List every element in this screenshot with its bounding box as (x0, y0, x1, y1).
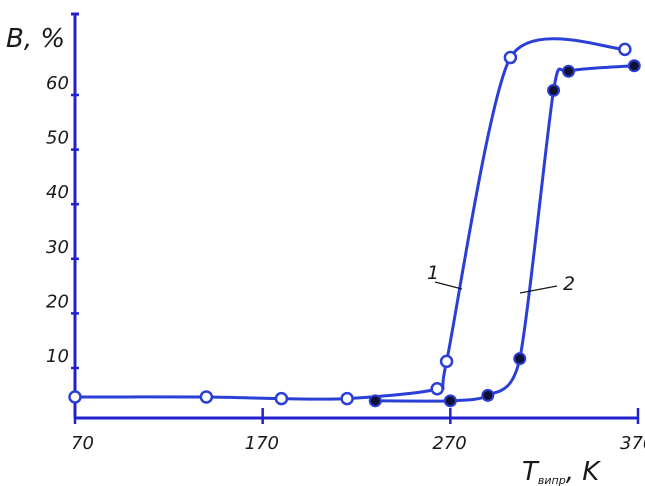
x-tick-label-370: 370 (620, 433, 645, 454)
y-tick-label-30: 30 (46, 237, 69, 258)
series-2-point-0 (368, 394, 382, 408)
series-2-point-3 (513, 352, 527, 366)
series-2-point-6 (627, 59, 641, 73)
series-2 (368, 59, 641, 408)
x-tick-label-70: 70 (71, 433, 94, 454)
series-2-line (375, 64, 635, 403)
series-2-point-5 (562, 64, 576, 78)
series-1-point-3 (340, 391, 354, 406)
curve-leader-2 (519, 285, 558, 294)
series-1-point-6 (503, 50, 518, 65)
series-1-point-1 (199, 390, 214, 404)
series-1-point-5 (439, 354, 454, 369)
series-1-point-0 (68, 390, 82, 404)
series-2-point-2 (481, 388, 495, 402)
y-tick-label-10: 10 (46, 346, 69, 367)
x-axis-label: Tвипр, K (522, 457, 601, 486)
y-axis-label: B, % (6, 24, 65, 54)
series-1-point-7 (618, 42, 632, 57)
series-2-point-4 (547, 83, 561, 97)
y-tick-label-40: 40 (46, 182, 69, 203)
chart-labels: B, % Tвипр, K 1 2 (6, 24, 601, 486)
series-1-point-2 (274, 391, 289, 406)
axes (71, 12, 638, 420)
series-1-line (74, 37, 625, 401)
x-tick-label-270: 270 (432, 433, 466, 454)
y-tick-label-20: 20 (46, 291, 69, 312)
series-1-point-4 (430, 382, 444, 396)
x-tick-label-170: 170 (245, 433, 279, 454)
series-group (68, 37, 641, 408)
curve-leader-1 (434, 281, 463, 290)
axis-ticks: 70 170 270 370 10 20 30 40 50 60 (46, 73, 645, 454)
curve-label-1: 1 (427, 262, 439, 284)
series-1 (68, 37, 632, 406)
curve-label-2: 2 (563, 273, 575, 295)
y-tick-label-60: 60 (46, 73, 69, 94)
series-2-point-1 (443, 394, 457, 408)
y-tick-label-50: 50 (46, 128, 69, 149)
